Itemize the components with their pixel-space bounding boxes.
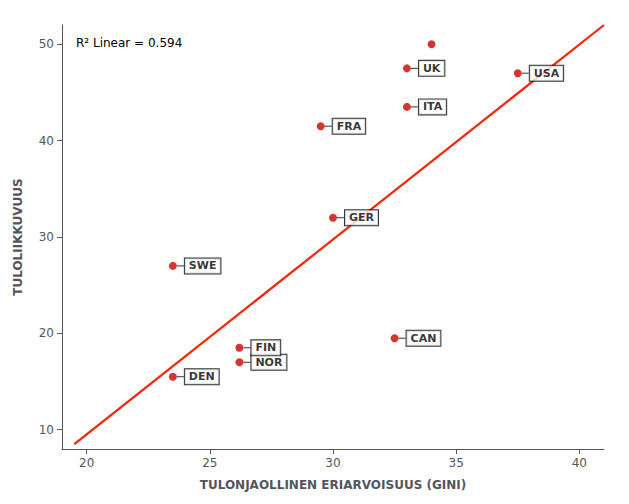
svg-text:FIN: FIN <box>255 341 276 354</box>
svg-text:UK: UK <box>423 62 441 75</box>
svg-text:R² Linear = 0.594: R² Linear = 0.594 <box>76 36 182 50</box>
svg-text:CAN: CAN <box>411 332 437 345</box>
svg-text:40: 40 <box>572 456 587 470</box>
svg-text:35: 35 <box>449 456 464 470</box>
svg-text:40: 40 <box>39 134 54 148</box>
svg-text:NOR: NOR <box>255 356 283 369</box>
svg-text:SWE: SWE <box>189 259 217 272</box>
svg-text:50: 50 <box>39 37 54 51</box>
svg-text:DEN: DEN <box>189 370 215 383</box>
svg-text:GER: GER <box>349 211 375 224</box>
svg-text:FRA: FRA <box>337 120 362 133</box>
svg-text:ITA: ITA <box>423 100 443 113</box>
svg-text:30: 30 <box>325 456 340 470</box>
svg-text:20: 20 <box>79 456 94 470</box>
svg-text:20: 20 <box>39 326 54 340</box>
svg-text:10: 10 <box>39 423 54 437</box>
svg-text:30: 30 <box>39 230 54 244</box>
svg-text:TULONJAOLLINEN ERIARVOISUUS (G: TULONJAOLLINEN ERIARVOISUUS (GINI) <box>200 478 466 492</box>
svg-text:TULOLIIKKUVUUS: TULOLIIKKUVUUS <box>11 178 25 295</box>
svg-text:25: 25 <box>202 456 217 470</box>
svg-text:USA: USA <box>534 67 560 80</box>
